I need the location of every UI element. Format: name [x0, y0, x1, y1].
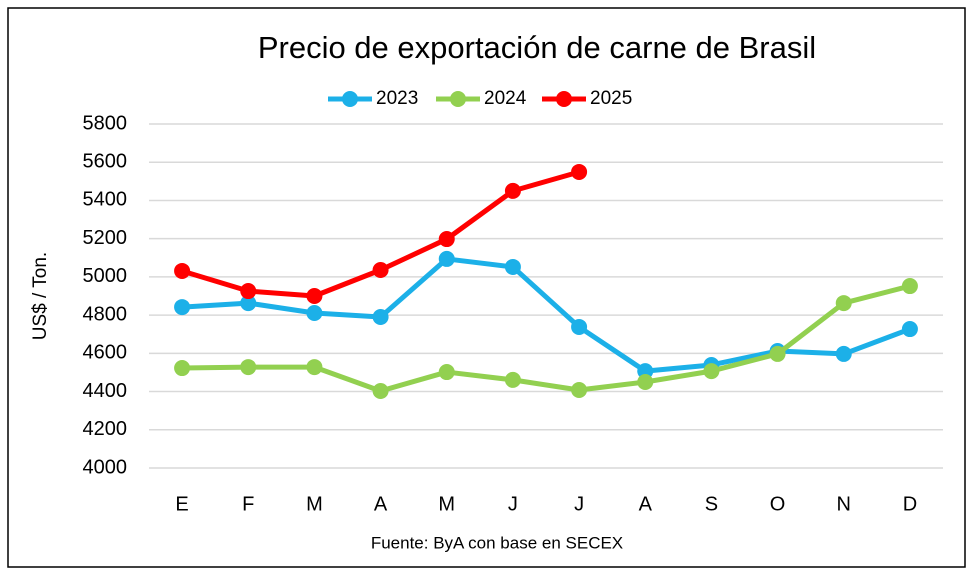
y-tick-label: 4200	[83, 418, 128, 440]
y-axis-label: US$ / Ton.	[30, 252, 51, 340]
y-tick-label: 4000	[83, 456, 128, 478]
data-point	[372, 309, 389, 326]
data-point	[240, 359, 257, 376]
data-point	[372, 262, 389, 279]
legend-label: 2025	[590, 88, 632, 109]
legend-label: 2023	[376, 88, 418, 109]
y-tick-label: 5800	[83, 112, 128, 134]
data-point	[571, 163, 588, 180]
data-point	[835, 295, 852, 312]
x-tick-label: A	[639, 493, 653, 515]
y-tick-label: 5200	[83, 227, 128, 249]
data-point	[174, 360, 191, 377]
data-point	[438, 231, 455, 248]
data-point	[306, 288, 323, 304]
data-point	[571, 382, 588, 399]
x-tick-label: E	[175, 493, 188, 515]
data-point	[174, 299, 191, 316]
data-point	[571, 318, 588, 335]
y-tick-label: 4400	[83, 380, 128, 402]
data-point	[174, 262, 191, 279]
x-tick-label: N	[837, 493, 851, 515]
y-tick-label: 4600	[83, 342, 128, 364]
data-point	[504, 371, 521, 388]
x-tick-label: A	[374, 493, 388, 515]
data-point	[504, 182, 521, 199]
legend-label: 2024	[484, 88, 527, 109]
source-note: Fuente: ByA con base en SECEX	[371, 533, 623, 552]
y-tick-label: 5600	[83, 151, 128, 173]
data-point	[703, 363, 720, 380]
data-point	[901, 278, 918, 295]
chart-border	[7, 7, 966, 568]
y-tick-label: 5000	[83, 265, 128, 287]
x-tick-label: D	[903, 493, 917, 515]
data-point	[438, 250, 455, 267]
legend-marker	[342, 91, 358, 107]
x-tick-label: J	[574, 493, 584, 515]
series-line	[181, 256, 911, 374]
x-tick-label: S	[705, 493, 718, 515]
data-point	[306, 305, 323, 322]
data-point	[835, 345, 852, 362]
chart-title: Precio de exportación de carne de Brasil	[258, 30, 816, 65]
data-point	[637, 374, 654, 390]
series-line	[182, 283, 911, 394]
legend-marker	[556, 91, 572, 107]
data-point	[240, 295, 257, 312]
data-point	[769, 345, 786, 362]
data-point	[372, 382, 389, 399]
data-point	[438, 364, 455, 381]
x-tick-label: F	[242, 493, 254, 515]
data-point	[306, 359, 323, 376]
x-tick-label: M	[438, 493, 455, 515]
x-tick-label: O	[770, 493, 786, 515]
y-tick-label: 4800	[83, 303, 128, 325]
x-tick-label: J	[508, 493, 518, 515]
data-point	[901, 321, 918, 338]
y-tick-label: 5400	[83, 189, 128, 211]
data-point	[504, 258, 521, 275]
data-point	[240, 283, 257, 300]
x-tick-label: M	[306, 493, 323, 515]
legend-marker	[450, 91, 466, 107]
